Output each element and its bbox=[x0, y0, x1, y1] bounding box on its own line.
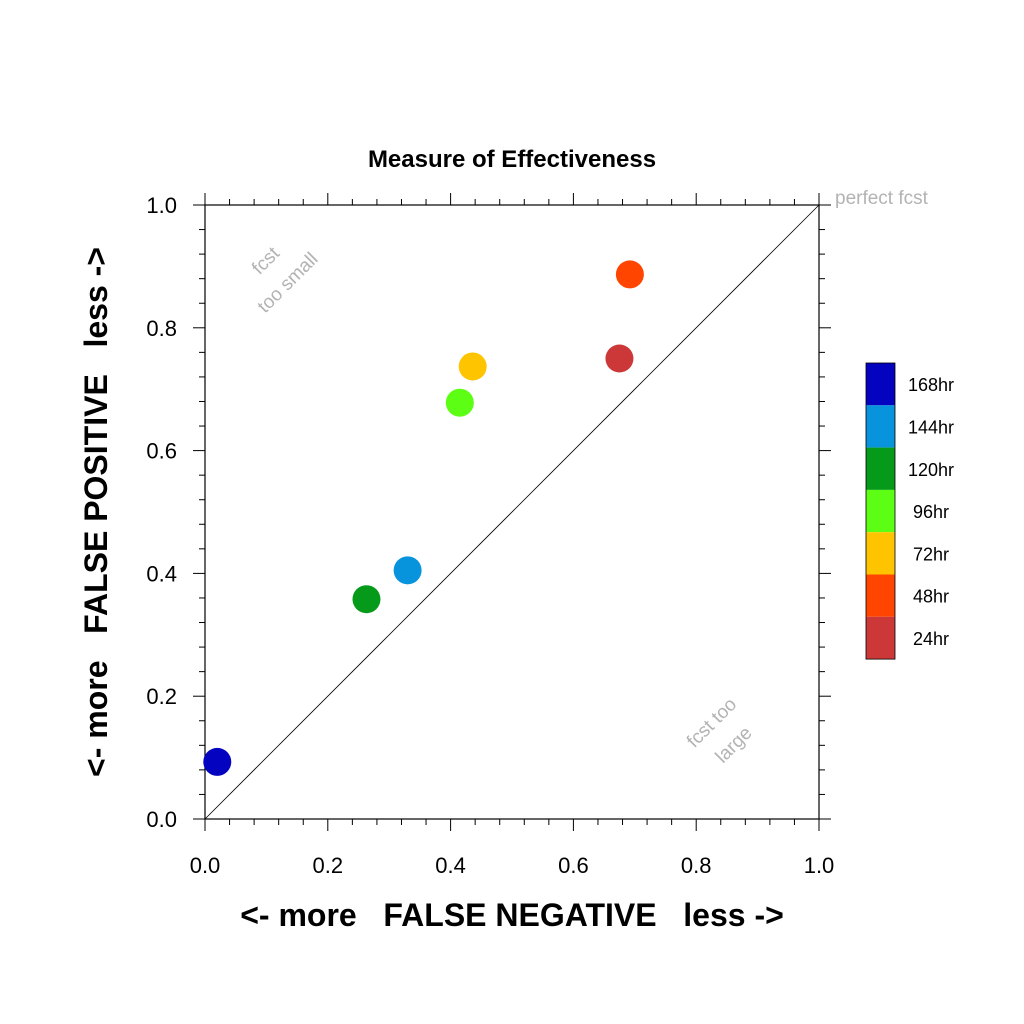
y-tick-label: 0.4 bbox=[146, 561, 177, 586]
annotation-too-small-1: fcst bbox=[248, 243, 284, 279]
ticks: 0.0 0.2 0.4 0.6 0.8 1.0 0.0 0.2 0.4 0.6 0.8 1.0 bbox=[146, 193, 834, 878]
x-tick-label: 1.0 bbox=[804, 853, 835, 878]
y-tick-label: 0.2 bbox=[146, 684, 177, 709]
x-tick-label: 0.0 bbox=[190, 853, 221, 878]
data-point-120hr bbox=[352, 585, 381, 614]
y-axis-label: <- more FALSE POSITIVE less -> bbox=[78, 247, 114, 777]
legend-label-96hr: 96hr bbox=[913, 502, 949, 522]
legend-swatch-24hr bbox=[866, 616, 895, 660]
legend: 168hr 144hr 120hr 96hr 72hr 48hr 24hr bbox=[865, 362, 954, 660]
legend-label-48hr: 48hr bbox=[913, 587, 949, 607]
data-point-144hr bbox=[393, 556, 422, 585]
x-tick-label: 0.4 bbox=[435, 853, 466, 878]
diagonal-line bbox=[204, 204, 820, 820]
annotations: perfect fcst fcst too small fcst too lar… bbox=[248, 188, 928, 767]
data-point-24hr bbox=[605, 344, 634, 373]
legend-swatch-96hr bbox=[866, 489, 895, 533]
legend-label-72hr: 72hr bbox=[913, 544, 949, 564]
legend-swatch-72hr bbox=[866, 532, 895, 575]
legend-frame bbox=[865, 362, 896, 660]
chart-title: Measure of Effectiveness bbox=[368, 146, 656, 173]
plot-area bbox=[204, 204, 820, 820]
annotation-perfect-fcst: perfect fcst bbox=[835, 188, 929, 209]
y-tick-label: 1.0 bbox=[146, 193, 177, 218]
x-tick-label: 0.6 bbox=[558, 853, 589, 878]
y-tick-label: 0.0 bbox=[146, 807, 177, 832]
legend-label-144hr: 144hr bbox=[908, 417, 954, 437]
data-point-96hr bbox=[445, 388, 474, 417]
data-points bbox=[203, 260, 644, 776]
legend-label-24hr: 24hr bbox=[913, 629, 949, 649]
x-tick-label: 0.2 bbox=[313, 853, 344, 878]
plot-frame bbox=[204, 204, 820, 820]
x-axis-label: <- more FALSE NEGATIVE less -> bbox=[240, 897, 784, 933]
data-point-48hr bbox=[615, 260, 644, 289]
x-tick-label: 0.8 bbox=[681, 853, 712, 878]
legend-swatch-144hr bbox=[866, 405, 895, 448]
legend-swatch-168hr bbox=[866, 363, 895, 406]
legend-label-168hr: 168hr bbox=[908, 375, 954, 395]
legend-swatch-48hr bbox=[866, 574, 895, 617]
data-point-168hr bbox=[203, 747, 232, 776]
legend-swatch-120hr bbox=[866, 447, 895, 490]
y-tick-label: 0.6 bbox=[146, 439, 177, 464]
y-tick-label: 0.8 bbox=[146, 316, 177, 341]
data-point-72hr bbox=[458, 352, 487, 381]
legend-label-120hr: 120hr bbox=[908, 460, 954, 480]
